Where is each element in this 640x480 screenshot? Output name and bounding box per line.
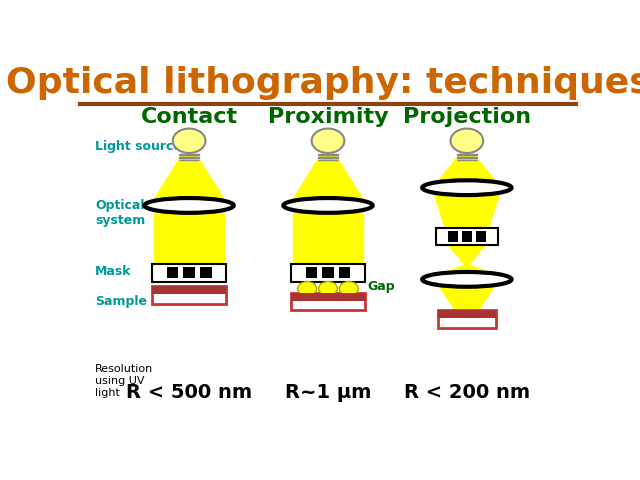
- FancyArrow shape: [457, 157, 477, 158]
- Text: Mask: Mask: [95, 265, 131, 278]
- Polygon shape: [154, 213, 224, 264]
- Polygon shape: [448, 245, 486, 264]
- Text: R~1 μm: R~1 μm: [285, 383, 371, 402]
- Polygon shape: [433, 153, 500, 188]
- FancyBboxPatch shape: [438, 311, 496, 328]
- Text: Projection: Projection: [403, 107, 531, 127]
- FancyBboxPatch shape: [291, 264, 365, 282]
- FancyBboxPatch shape: [436, 228, 498, 245]
- Ellipse shape: [422, 180, 511, 195]
- Text: Light source: Light source: [95, 140, 182, 153]
- Text: R < 500 nm: R < 500 nm: [126, 383, 252, 402]
- Polygon shape: [289, 153, 367, 205]
- Text: Proximity: Proximity: [268, 107, 388, 127]
- FancyBboxPatch shape: [438, 311, 496, 318]
- FancyBboxPatch shape: [462, 231, 472, 242]
- FancyArrow shape: [179, 157, 199, 158]
- FancyBboxPatch shape: [291, 293, 365, 300]
- Ellipse shape: [422, 272, 511, 287]
- Text: Sample: Sample: [95, 295, 147, 308]
- Text: Gap: Gap: [367, 280, 396, 293]
- Ellipse shape: [284, 198, 372, 213]
- Circle shape: [312, 129, 344, 153]
- Polygon shape: [438, 264, 495, 276]
- Circle shape: [298, 282, 317, 296]
- FancyBboxPatch shape: [152, 264, 226, 282]
- Circle shape: [339, 282, 358, 296]
- FancyBboxPatch shape: [339, 267, 350, 278]
- FancyBboxPatch shape: [152, 286, 226, 304]
- FancyBboxPatch shape: [322, 267, 334, 278]
- FancyBboxPatch shape: [183, 267, 195, 278]
- FancyBboxPatch shape: [476, 231, 486, 242]
- FancyBboxPatch shape: [448, 231, 458, 242]
- Polygon shape: [293, 213, 363, 264]
- Ellipse shape: [145, 198, 234, 213]
- Text: Optical
system: Optical system: [95, 199, 145, 227]
- Text: R < 200 nm: R < 200 nm: [404, 383, 530, 402]
- Text: Contact: Contact: [141, 107, 237, 127]
- FancyBboxPatch shape: [306, 267, 317, 278]
- FancyBboxPatch shape: [167, 267, 179, 278]
- Circle shape: [173, 129, 205, 153]
- FancyBboxPatch shape: [200, 267, 211, 278]
- FancyBboxPatch shape: [152, 286, 226, 294]
- Polygon shape: [435, 195, 499, 230]
- Circle shape: [319, 282, 337, 296]
- Circle shape: [451, 129, 483, 153]
- Text: Optical lithography: techniques: Optical lithography: techniques: [6, 66, 640, 100]
- FancyArrow shape: [318, 157, 338, 158]
- Polygon shape: [440, 287, 494, 310]
- Text: Resolution
using UV
light: Resolution using UV light: [95, 364, 153, 397]
- FancyBboxPatch shape: [291, 293, 365, 311]
- Polygon shape: [150, 153, 228, 205]
